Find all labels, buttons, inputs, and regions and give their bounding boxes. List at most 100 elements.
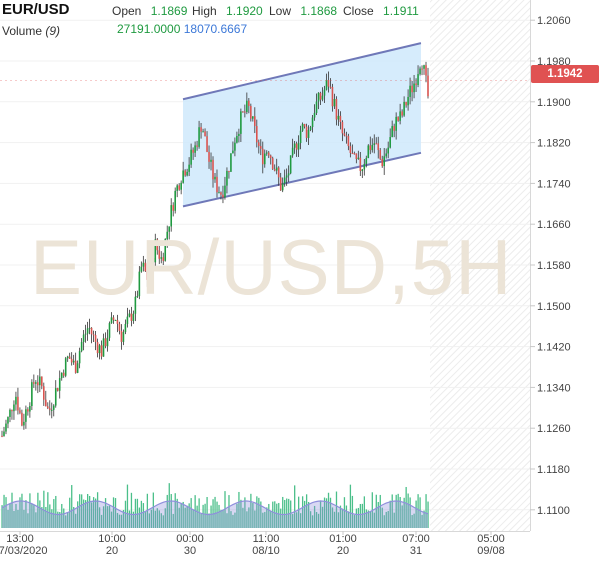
volume-bar xyxy=(357,507,360,528)
candle-body xyxy=(206,136,208,152)
volume-bar xyxy=(216,501,218,528)
y-tick-label: 1.1500 xyxy=(537,301,571,313)
candle-body xyxy=(275,167,278,171)
volume-bar xyxy=(375,494,377,528)
volume-bar xyxy=(83,499,85,528)
volume-bar xyxy=(59,511,61,528)
candle-body xyxy=(367,145,370,158)
candle-body xyxy=(94,335,97,343)
volume-bar xyxy=(369,511,371,528)
volume-bar xyxy=(39,500,41,528)
volume-bar xyxy=(286,498,288,528)
volume-bar xyxy=(63,508,65,528)
volume-bar xyxy=(114,498,117,528)
volume-bar xyxy=(272,501,274,528)
volume-bar xyxy=(57,511,59,528)
volume-bar xyxy=(202,504,204,528)
volume-bar xyxy=(343,497,346,528)
volume-bar xyxy=(154,510,156,528)
volume-bar xyxy=(104,498,107,528)
candle-body xyxy=(389,137,391,148)
candle-body xyxy=(140,266,143,272)
candle-body xyxy=(343,133,346,136)
volume-bar xyxy=(210,505,212,528)
volume-bar xyxy=(381,507,383,528)
ohlc-high: High 1.1920 xyxy=(192,4,263,18)
volume-bar xyxy=(37,492,39,528)
volume-bar xyxy=(45,506,47,528)
candle-body xyxy=(401,111,403,116)
candle-body xyxy=(363,163,366,170)
volume-bar xyxy=(401,505,403,528)
volume-bar xyxy=(122,509,125,528)
volume-param: (9) xyxy=(45,24,61,38)
volume-bar xyxy=(1,505,3,528)
volume-bar xyxy=(186,505,188,528)
candles xyxy=(0,61,530,438)
volume-bar xyxy=(85,500,87,528)
candle-body xyxy=(11,409,13,412)
volume-bar xyxy=(200,513,202,528)
candle-body xyxy=(124,323,127,333)
volume-bar xyxy=(126,484,129,528)
volume-bar xyxy=(55,495,57,528)
candle-body xyxy=(379,150,382,159)
candle-body xyxy=(351,153,354,155)
candle-body xyxy=(5,423,7,432)
candle-body xyxy=(96,342,99,354)
candle-body xyxy=(409,85,411,97)
y-tick-label: 1.1340 xyxy=(537,382,571,394)
high-value: 1.1920 xyxy=(226,4,263,18)
volume-bar xyxy=(218,504,220,528)
candle-body xyxy=(285,175,288,178)
candle-body xyxy=(256,126,258,143)
x-tick-label: 01:00 xyxy=(329,533,357,545)
candle-body xyxy=(138,271,141,297)
candle-body xyxy=(31,382,33,407)
candle-body xyxy=(307,130,310,138)
candle-body xyxy=(9,409,11,418)
volume-bar xyxy=(214,496,216,528)
volume-bar xyxy=(168,483,170,528)
volume-bar xyxy=(116,512,119,528)
candle-body xyxy=(407,96,409,106)
candle-body xyxy=(78,351,81,364)
candle-body xyxy=(70,358,73,363)
candle-body xyxy=(399,111,401,121)
volume-bar xyxy=(142,503,145,528)
candle-body xyxy=(182,170,184,183)
volume-bar xyxy=(29,493,31,528)
volume-bar xyxy=(81,494,83,528)
x-tick-label: 05:00 xyxy=(477,533,505,545)
candle-body xyxy=(166,231,169,240)
volume-bar xyxy=(182,501,184,528)
candle-body xyxy=(228,170,230,172)
volume-bar xyxy=(345,505,348,528)
candle-body xyxy=(395,116,397,131)
volume-bar xyxy=(232,514,234,528)
y-tick-label: 1.1100 xyxy=(537,505,570,517)
candle-body xyxy=(60,372,63,379)
volume-bar xyxy=(389,500,391,528)
candle-body xyxy=(232,150,234,154)
candle-body xyxy=(279,177,282,191)
volume-bar xyxy=(134,498,137,528)
y-tick-label: 1.1260 xyxy=(537,423,571,435)
volume-bar xyxy=(248,507,250,528)
candle-body xyxy=(27,409,29,412)
volume-bar xyxy=(31,503,33,528)
volume-bar xyxy=(9,503,11,528)
candle-body xyxy=(403,101,405,116)
volume-bar xyxy=(178,507,180,528)
candle-body xyxy=(236,135,238,143)
candle-body xyxy=(359,157,362,171)
candle-body xyxy=(152,258,155,263)
volume-bar xyxy=(102,506,105,528)
candle-body xyxy=(178,185,180,190)
y-tick-label: 1.1580 xyxy=(537,260,571,272)
volume-ma-value: 18070.6667 xyxy=(183,22,248,36)
volume-bar xyxy=(329,497,332,528)
candle-body xyxy=(369,145,372,151)
